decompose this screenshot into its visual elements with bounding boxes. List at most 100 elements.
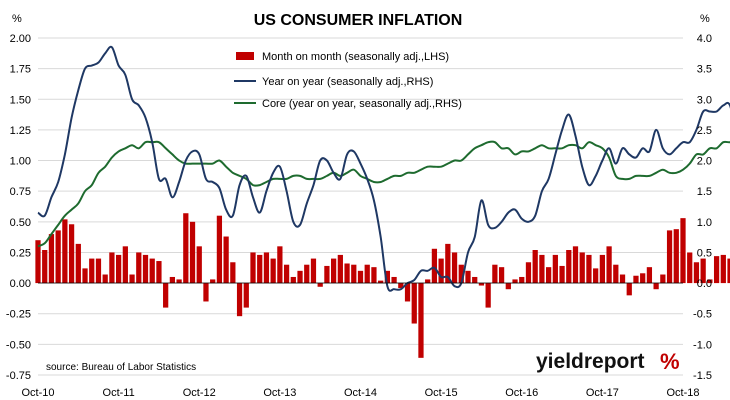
- mom-bar: [666, 230, 673, 284]
- mom-bar: [75, 243, 81, 284]
- x-tick-label: Oct-18: [666, 387, 699, 399]
- mom-bar: [149, 258, 155, 284]
- mom-bar: [707, 279, 713, 284]
- mom-bar: [189, 221, 196, 284]
- right-axis-ticks: 4.0 3.5 3.0 2.5 2.0 1.5 1.0 0.5 0.0 -0.5 -1.0 -1.5: [693, 33, 712, 382]
- mom-bar: [55, 230, 61, 284]
- right-tick-label: 2.5: [697, 125, 712, 137]
- legend: Month on month (seasonally adj.,LHS) Yea…: [234, 51, 462, 110]
- mom-bar: [357, 270, 364, 284]
- logo-percent-mark: %: [660, 349, 680, 374]
- mom-bar: [277, 246, 283, 284]
- left-tick-label: 0.00: [10, 278, 31, 290]
- mom-bar: [512, 279, 518, 284]
- mom-bar: [210, 279, 216, 284]
- mom-bar: [693, 262, 700, 284]
- mom-bar: [720, 254, 726, 284]
- mom-bar: [270, 258, 276, 284]
- mom-bar: [324, 265, 330, 284]
- mom-bar: [304, 264, 310, 284]
- mom-bar: [593, 268, 599, 284]
- mom-bar: [606, 246, 612, 284]
- mom-bar: [62, 219, 68, 284]
- mom-bar: [163, 283, 169, 308]
- mom-bar: [546, 267, 552, 284]
- mom-bar: [35, 240, 41, 284]
- left-tick-label: -0.75: [6, 370, 31, 382]
- mom-bar: [492, 264, 498, 284]
- left-tick-label: 0.25: [10, 247, 31, 259]
- mom-bar: [438, 258, 444, 284]
- mom-bar: [230, 262, 236, 284]
- mom-bar: [310, 258, 317, 284]
- right-tick-label: 3.5: [697, 64, 712, 76]
- mom-bar: [539, 254, 545, 284]
- mom-bar: [351, 264, 357, 284]
- mom-bar: [82, 268, 88, 284]
- mom-bar: [250, 252, 256, 284]
- right-tick-label: -1.5: [693, 370, 712, 382]
- mom-bar: [371, 267, 377, 284]
- left-tick-label: 0.50: [10, 217, 31, 229]
- yoy-lines: [37, 45, 730, 292]
- mom-bar: [465, 270, 471, 284]
- mom-bar: [586, 254, 592, 284]
- x-tick-label: Oct-14: [344, 387, 377, 399]
- mom-bar: [660, 274, 666, 284]
- mom-bar: [505, 283, 511, 290]
- mom-bar: [317, 283, 323, 287]
- x-tick-label: Oct-12: [183, 387, 216, 399]
- mom-bar: [283, 264, 290, 284]
- logo-wordmark: yieldreport: [536, 350, 645, 373]
- mom-bar: [713, 256, 720, 284]
- mom-bar: [552, 254, 558, 284]
- mom-bar: [680, 218, 686, 284]
- left-unit-label: %: [12, 13, 22, 25]
- mom-bar: [418, 283, 424, 358]
- source-note: source: Bureau of Labor Statistics: [46, 362, 196, 373]
- mom-bar: [216, 215, 223, 284]
- mom-bar: [398, 283, 404, 288]
- mom-bar: [579, 252, 585, 284]
- x-tick-label: Oct-13: [263, 387, 296, 399]
- mom-bar: [344, 263, 350, 284]
- mom-bar: [653, 283, 659, 290]
- x-tick-label: Oct-17: [586, 387, 619, 399]
- mom-bar: [472, 276, 478, 284]
- mom-bar: [236, 283, 243, 317]
- x-tick-label: Oct-10: [21, 387, 54, 399]
- mom-bar: [566, 250, 572, 284]
- mom-bar: [116, 254, 122, 284]
- left-tick-label: 1.25: [10, 125, 31, 137]
- mom-bars: [35, 213, 730, 358]
- chart-title: US CONSUMER INFLATION: [254, 12, 463, 29]
- mom-bar: [478, 283, 485, 286]
- left-tick-label: 1.75: [10, 64, 31, 76]
- legend-label-mom: Month on month (seasonally adj.,LHS): [262, 51, 449, 63]
- mom-bar: [445, 243, 451, 284]
- mom-bar: [196, 246, 202, 284]
- mom-bar: [532, 250, 538, 284]
- mom-bar: [297, 270, 303, 284]
- mom-bar: [129, 274, 135, 284]
- mom-bar: [673, 229, 679, 284]
- legend-label-core: Core (year on year, seasonally adj.,RHS): [262, 98, 462, 110]
- mom-bar: [263, 252, 270, 284]
- left-tick-label: 0.75: [10, 186, 31, 198]
- right-tick-label: -1.0: [693, 339, 712, 351]
- mom-bar: [687, 252, 693, 284]
- mom-bar: [136, 252, 142, 284]
- mom-bar: [404, 283, 411, 302]
- left-tick-label: 1.00: [10, 156, 31, 168]
- mom-bar: [599, 254, 605, 284]
- mom-bar: [156, 261, 162, 284]
- mom-bar: [364, 264, 370, 284]
- mom-bar: [42, 250, 48, 284]
- x-axis-ticks: Oct-10 Oct-11 Oct-12 Oct-13 Oct-14 Oct-15 Oct-…: [21, 387, 699, 399]
- legend-label-yoy: Year on year (seasonally adj.,RHS): [262, 76, 433, 88]
- mom-bar: [183, 213, 189, 284]
- yieldreport-logo: yieldreport %: [536, 349, 680, 374]
